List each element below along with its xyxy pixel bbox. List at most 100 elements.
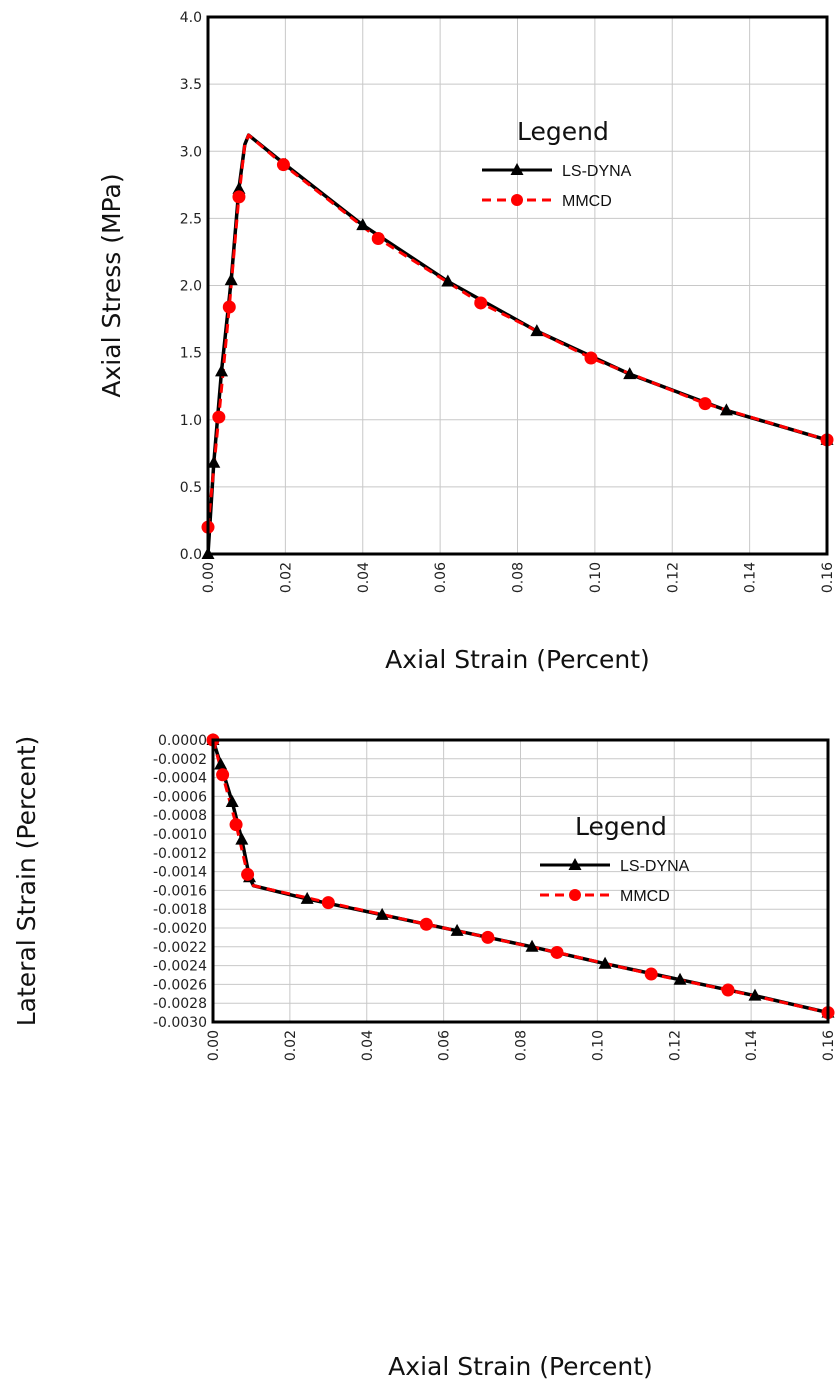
x-tick-label: 0.04 — [360, 1030, 376, 1061]
data-point-mmcd — [229, 818, 243, 832]
y-tick-label: -0.0014 — [153, 865, 207, 881]
x-tick-label: 0.14 — [744, 1030, 760, 1061]
data-point-mmcd — [241, 867, 255, 881]
data-point-mmcd — [474, 296, 488, 310]
grid — [212, 739, 829, 1023]
series-line-mmcd — [206, 133, 828, 528]
y-tick-label: -0.0010 — [153, 827, 207, 843]
y-tick-label: -0.0030 — [153, 1015, 207, 1031]
data-point-ls-dyna — [748, 988, 762, 1001]
y-tick-label: 2.0 — [180, 279, 202, 295]
y-tick-label: 3.5 — [180, 77, 202, 93]
y-tick-label: -0.0002 — [153, 752, 207, 768]
x-tick-label: 0.08 — [514, 1030, 530, 1061]
data-point-ls-dyna — [530, 324, 544, 337]
x-tick-label: 0.10 — [590, 1030, 606, 1061]
data-point-ls-dyna — [215, 364, 229, 377]
data-point-mmcd — [222, 300, 236, 314]
data-point-ls-dyna — [300, 891, 314, 904]
axial-stress-chart: 0.0 0.5 1.0 1.5 2.0 2.5 3.0 3.5 4.0 0.00 0.02 0.04 0… — [97, 10, 836, 674]
y-tick-label: -0.0026 — [153, 977, 207, 993]
data-point-mmcd — [644, 967, 658, 981]
data-point-ls-dyna — [235, 832, 249, 845]
data-point-mmcd — [584, 351, 598, 365]
x-axis-label: Axial Strain (Percent) — [385, 645, 650, 674]
data-point-ls-dyna — [525, 939, 539, 952]
data-point-ls-dyna — [225, 795, 239, 808]
data-point-ls-dyna — [224, 273, 238, 286]
x-tick-label: 0.02 — [278, 562, 294, 593]
series-line-mmcd — [211, 739, 829, 1015]
data-point-mmcd — [721, 983, 735, 997]
y-tick-label: 0.5 — [180, 480, 202, 496]
data-point-ls-dyna — [598, 956, 612, 969]
y-tick-label: 1.0 — [180, 413, 202, 429]
legend-title: Legend — [575, 812, 667, 841]
y-axis-label: Lateral Strain (Percent) — [12, 736, 41, 1027]
data-point-mmcd — [698, 397, 712, 411]
legend-marker-triangle — [510, 163, 524, 175]
data-point-mmcd — [216, 768, 230, 782]
legend-marker-circle — [569, 889, 581, 901]
y-tick-label: 3.0 — [180, 144, 202, 160]
y-tick-label: -0.0004 — [153, 771, 207, 787]
x-tick-label: 0.06 — [437, 1030, 453, 1061]
legend-item-label: MMCD — [620, 888, 670, 905]
data-point-ls-dyna — [623, 367, 637, 380]
data-point-ls-dyna — [719, 403, 733, 416]
legend: Legend LS-DYNA MMCD — [540, 812, 690, 905]
data-point-mmcd — [276, 158, 290, 172]
x-tick-label: 0.00 — [201, 562, 217, 593]
y-tick-label: 0.0 — [180, 547, 202, 563]
data-point-ls-dyna — [207, 455, 221, 468]
data-point-mmcd — [419, 917, 433, 931]
data-point-mmcd — [371, 232, 385, 246]
data-point-mmcd — [321, 896, 335, 910]
plot-frame — [206, 15, 829, 556]
y-tick-label: -0.0016 — [153, 883, 207, 899]
data-point-ls-dyna — [375, 907, 389, 920]
y-tick-label: 0.0000 — [158, 733, 207, 749]
legend-title: Legend — [517, 117, 609, 146]
y-tick-label: -0.0018 — [153, 902, 207, 918]
legend: Legend LS-DYNA MMCD — [482, 117, 632, 210]
data-point-ls-dyna — [356, 218, 370, 231]
legend-item-label: MMCD — [562, 193, 612, 210]
x-tick-label: 0.12 — [665, 562, 681, 593]
y-axis-label: Axial Stress (MPa) — [97, 173, 126, 397]
data-point-mmcd — [481, 930, 495, 944]
data-point-ls-dyna — [214, 757, 228, 770]
data-point-ls-dyna — [441, 274, 455, 287]
legend-item-label: LS-DYNA — [620, 858, 690, 875]
y-tick-label: 2.5 — [180, 211, 202, 227]
legend-item-label: LS-DYNA — [562, 163, 632, 180]
data-point-mmcd — [550, 945, 564, 959]
x-tick-label: 0.00 — [206, 1030, 222, 1061]
y-tick-label: 4.0 — [180, 10, 202, 26]
grid — [207, 16, 828, 555]
legend-marker-circle — [511, 194, 523, 206]
y-tick-label: -0.0012 — [153, 846, 207, 862]
y-tick-label: -0.0024 — [153, 959, 207, 975]
data-point-mmcd — [212, 410, 226, 424]
data-point-ls-dyna — [232, 181, 246, 194]
data-point-ls-dyna — [673, 972, 687, 985]
x-tick-label: 0.08 — [511, 562, 527, 593]
x-tick-label: 0.16 — [820, 562, 836, 593]
y-tick-label: 1.5 — [180, 346, 202, 362]
x-tick-label: 0.14 — [743, 562, 759, 593]
x-tick-label: 0.02 — [283, 1030, 299, 1061]
y-tick-label: -0.0028 — [153, 996, 207, 1012]
x-tick-label: 0.06 — [433, 562, 449, 593]
x-tick-label: 0.10 — [588, 562, 604, 593]
x-axis-label: Axial Strain (Percent) — [388, 1352, 653, 1381]
lateral-strain-chart: -0.0030 -0.0028 -0.0026 -0.0024 -0.0022 -0.00… — [12, 733, 837, 1381]
y-tick-label: -0.0008 — [153, 808, 207, 824]
x-tick-label: 0.12 — [667, 1030, 683, 1061]
x-tick-label: 0.16 — [821, 1030, 837, 1061]
y-tick-label: -0.0006 — [153, 789, 207, 805]
x-tick-label: 0.04 — [356, 562, 372, 593]
plot-frame — [211, 738, 830, 1024]
data-point-ls-dyna — [450, 923, 464, 936]
data-point-mmcd — [232, 190, 246, 204]
